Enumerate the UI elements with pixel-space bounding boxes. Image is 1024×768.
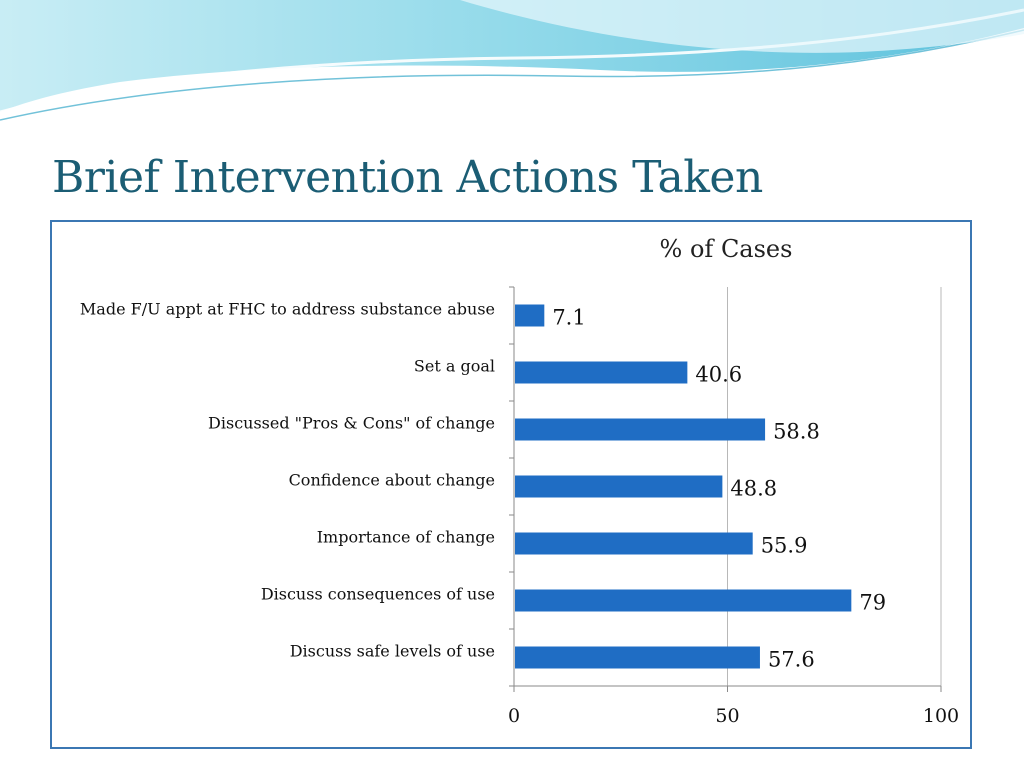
data-label: 48.8: [730, 477, 777, 501]
x-tick-label: 100: [923, 705, 959, 727]
category-label: Confidence about change: [289, 471, 495, 490]
category-label: Discuss consequences of use: [261, 585, 495, 604]
chart-frame: % of Cases 0 50 100 Made F/U appt at FHC to…: [50, 220, 972, 749]
category-label: Set a goal: [414, 357, 495, 376]
data-label: 58.8: [773, 420, 820, 444]
slide-title: Brief Intervention Actions Taken: [52, 152, 763, 203]
x-tick-label: 0: [508, 705, 520, 727]
bar: [515, 361, 688, 384]
category-label: Discuss safe levels of use: [290, 642, 495, 661]
bar: [515, 418, 766, 441]
bar: [515, 589, 852, 612]
category-label: Discussed "Pros & Cons" of change: [208, 414, 495, 433]
data-label: 40.6: [695, 363, 742, 387]
category-label: Importance of change: [317, 528, 495, 547]
category-label: Made F/U appt at FHC to address substanc…: [80, 300, 495, 319]
data-label: 55.9: [761, 534, 808, 558]
bar: [515, 532, 753, 555]
x-tick-label: 50: [715, 705, 739, 727]
decorative-wave-header: [0, 0, 1024, 121]
chart-title: % of Cases: [660, 235, 793, 263]
bar: [515, 304, 545, 327]
bar: [515, 475, 723, 498]
data-label: 57.6: [768, 648, 815, 672]
data-label: 7.1: [552, 306, 585, 330]
data-label: 79: [859, 591, 886, 615]
bar: [515, 646, 760, 669]
bar-chart: % of Cases 0 50 100 Made F/U appt at FHC to…: [80, 235, 959, 727]
